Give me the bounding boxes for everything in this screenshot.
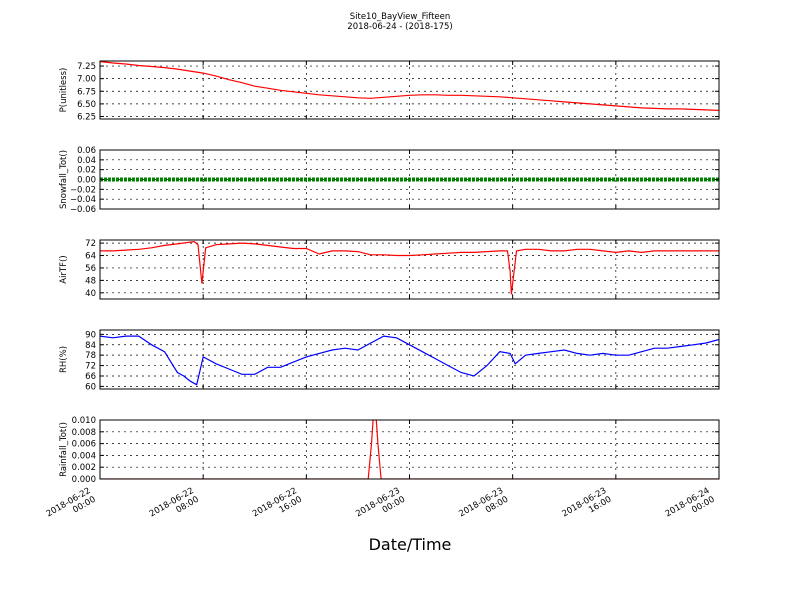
y-axis-label: Rainfall_Tot() (59, 422, 69, 477)
series-line-1-1 (100, 61, 719, 111)
y-tick-label: 6.25 (77, 112, 96, 122)
y-tick-label: 7.00 (77, 75, 96, 85)
y-tick-label: 0.000 (72, 475, 96, 485)
figure-title-line1: Site10_BayView_Fifteen (350, 12, 451, 22)
x-axis-label: Date/Time (369, 535, 452, 554)
y-tick-label: 90 (85, 330, 96, 340)
y-tick-label: 78 (85, 351, 96, 361)
chart-panel-2: −0.06−0.04−0.020.000.020.040.06 Snowfall_… (59, 146, 720, 215)
y-tick-label: 56 (85, 264, 96, 274)
series-line-3-1 (100, 240, 719, 295)
y-tick-label: 6.50 (77, 100, 96, 110)
y-tick-label: 72 (85, 239, 96, 249)
y-tick-label: 0.00 (77, 176, 96, 186)
y-tick-label: 64 (85, 252, 96, 262)
series-line-4-1 (100, 335, 719, 386)
y-tick-label: 0.008 (72, 428, 96, 438)
y-axis-label: P(unitless) (59, 68, 69, 113)
y-tick-label: 0.02 (77, 166, 96, 176)
y-tick-label: 40 (85, 289, 96, 299)
y-axis-label: Snowfall_Tot() (59, 150, 69, 209)
y-tick-label: −0.04 (70, 195, 96, 205)
y-tick-label: 48 (85, 276, 96, 286)
y-tick-label: 0.06 (77, 146, 96, 156)
y-tick-label: 84 (85, 341, 96, 351)
y-tick-label: −0.02 (70, 185, 96, 195)
y-axis-label: AirTF() (59, 255, 69, 283)
y-axis-label: RH(%) (59, 346, 69, 373)
y-tick-label: 0.004 (72, 451, 96, 461)
y-tick-label: 0.04 (77, 156, 96, 166)
y-tick-label: 7.25 (77, 62, 96, 72)
y-tick-label: 0.006 (72, 440, 96, 450)
y-tick-label: 66 (85, 372, 96, 382)
y-tick-label: 60 (85, 382, 96, 392)
figure-title-line2: 2018-06-24 - (2018-175) (347, 22, 452, 32)
chart-panels: 6.256.506.757.007.25P(unitless)−0.06−0.0… (59, 60, 720, 485)
y-tick-label: 72 (85, 362, 96, 372)
y-tick-label: 0.002 (72, 463, 96, 473)
y-tick-label: 6.75 (77, 87, 96, 97)
y-tick-label: −0.06 (70, 205, 96, 215)
chart-panel-3: 40 48 56 64 72 AirTF() (59, 239, 720, 300)
y-tick-label: 0.010 (72, 416, 96, 426)
chart-panel-1: 6.25 6.50 6.75 7.00 7.25 P(unitless) (59, 60, 720, 122)
